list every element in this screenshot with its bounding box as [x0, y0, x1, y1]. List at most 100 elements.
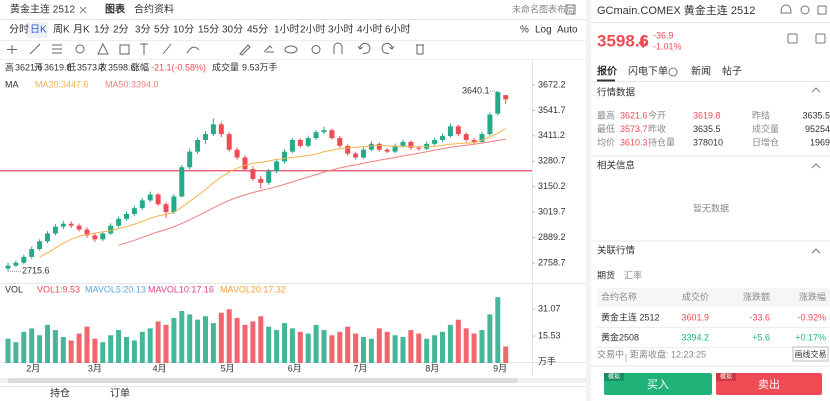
timeframe[interactable]: 分时: [9, 24, 29, 36]
candle-body: [52, 226, 58, 234]
draw-trade-label[interactable]: 画线交易: [795, 349, 827, 359]
timeframe[interactable]: 5分: [154, 24, 170, 36]
timeframe[interactable]: 6小时: [385, 24, 411, 36]
table-cell[interactable]: -33.6: [749, 312, 770, 322]
volume-bar: [463, 328, 469, 363]
y-tick-label: 3672.2: [538, 79, 566, 89]
candle-body: [139, 200, 145, 209]
bottom-tab[interactable]: 订单: [110, 388, 130, 400]
sell-button[interactable]: [716, 373, 822, 395]
candle-body: [116, 218, 122, 226]
volume-bar: [60, 337, 66, 363]
candle-body: [45, 233, 50, 242]
volume-bar: [345, 326, 351, 363]
tool-undo[interactable]: [357, 42, 371, 54]
layout-name[interactable]: 未命名图表布局: [512, 3, 575, 14]
layout-icon[interactable]: [565, 4, 576, 15]
tool-magnet[interactable]: [333, 42, 343, 54]
volume-bar: [84, 326, 90, 363]
table-cell[interactable]: 3394.2: [681, 332, 709, 342]
bottom-tab[interactable]: 持仓: [50, 387, 70, 400]
bell-icon[interactable]: [780, 4, 792, 14]
info-value: -21.1(-0.58%): [151, 62, 206, 72]
quote-tab[interactable]: 闪电下单: [628, 65, 668, 78]
table-cell[interactable]: 黄金2508: [601, 331, 639, 342]
close-icon[interactable]: [79, 6, 87, 14]
settings-icon[interactable]: [800, 5, 810, 15]
collapse-icon[interactable]: [811, 87, 821, 93]
market-tab[interactable]: 期货: [597, 269, 615, 280]
timeframe[interactable]: 1分: [94, 24, 110, 36]
timeframe[interactable]: 周K: [53, 24, 70, 36]
scrollbar-thumb[interactable]: [8, 378, 518, 383]
market-tab[interactable]: 汇率: [624, 269, 642, 280]
timeframe[interactable]: 10分: [173, 24, 194, 36]
tool-measure[interactable]: [162, 43, 172, 55]
candle-body: [242, 157, 248, 170]
quote-tab[interactable]: 帖子: [722, 65, 742, 78]
table-cell[interactable]: -0.92%: [797, 312, 826, 322]
buy-button[interactable]: [604, 373, 712, 395]
timeframe[interactable]: 月K: [73, 24, 90, 36]
candle-body: [282, 151, 287, 162]
volume-unit: 万手: [538, 355, 556, 366]
table-header: 成交价: [682, 291, 709, 302]
tool-brush[interactable]: [186, 46, 200, 54]
collapse-icon[interactable]: [811, 248, 821, 254]
x-tick-label: 9月: [493, 363, 507, 373]
section-title: 相关信息: [597, 160, 635, 172]
volume-bar: [361, 337, 366, 363]
quote-tab[interactable]: 新闻: [691, 65, 711, 78]
grid-icon[interactable]: [817, 5, 827, 15]
tool-eye[interactable]: [284, 45, 298, 54]
timeframe[interactable]: 3小时: [328, 24, 354, 36]
draw-trade-button[interactable]: [792, 346, 829, 362]
tool-node[interactable]: [75, 44, 85, 54]
tool-delete[interactable]: [416, 44, 424, 55]
active-timeframe-bg: [26, 22, 48, 38]
volume-bar: [408, 330, 414, 363]
tool-pencil[interactable]: [239, 44, 251, 56]
collapse-icon[interactable]: [811, 163, 821, 169]
volume-bar: [337, 331, 343, 363]
sell-label[interactable]: 卖出: [758, 377, 780, 391]
timeframe[interactable]: 1小时: [274, 24, 300, 36]
header-tab[interactable]: 合约资料: [134, 3, 174, 16]
quote-tab[interactable]: 报价: [597, 65, 618, 78]
timeframe[interactable]: 2分: [113, 24, 129, 36]
scale-option[interactable]: Log: [535, 25, 552, 36]
timeframe[interactable]: 4小时: [357, 24, 383, 36]
empty-state: 暂无数据: [693, 202, 729, 213]
scale-option[interactable]: Auto: [557, 25, 578, 36]
tool-redo[interactable]: [381, 42, 395, 54]
tool-eraser[interactable]: [263, 45, 274, 53]
volume-bar: [45, 324, 50, 363]
candle-body: [321, 130, 327, 133]
table-cell[interactable]: 黄金主连 2512: [601, 311, 660, 322]
scale-option[interactable]: %: [520, 25, 529, 36]
tool-pattern[interactable]: [97, 42, 109, 55]
table-cell[interactable]: 3601.9: [681, 312, 709, 322]
timeframe[interactable]: 15分: [198, 24, 219, 36]
timeframe[interactable]: 45分: [247, 24, 268, 36]
tool-shape[interactable]: [119, 44, 130, 55]
tool-line[interactable]: [29, 43, 41, 55]
header-tab[interactable]: 图表: [105, 3, 126, 16]
timeframe[interactable]: 日K: [30, 25, 47, 36]
table-cell[interactable]: +5.6: [752, 332, 770, 342]
tool-lock[interactable]: [311, 45, 321, 54]
lightning-info-icon[interactable]: [668, 67, 678, 77]
buy-label[interactable]: 买入: [647, 378, 669, 391]
max-label: 3640.1: [462, 86, 490, 96]
table-cell[interactable]: +0.17%: [795, 332, 826, 342]
timeframe[interactable]: 3分: [135, 24, 151, 36]
candle-body: [337, 138, 343, 146]
ma-label: MA: [5, 79, 19, 89]
symbol-tab[interactable]: 黄金主连 2512: [10, 3, 75, 16]
expand-icon[interactable]: [815, 33, 826, 44]
candle-body: [392, 145, 398, 152]
watch-icon[interactable]: [787, 33, 798, 44]
timeframe[interactable]: 2小时: [300, 24, 326, 36]
timeframe[interactable]: 30分: [222, 24, 243, 36]
